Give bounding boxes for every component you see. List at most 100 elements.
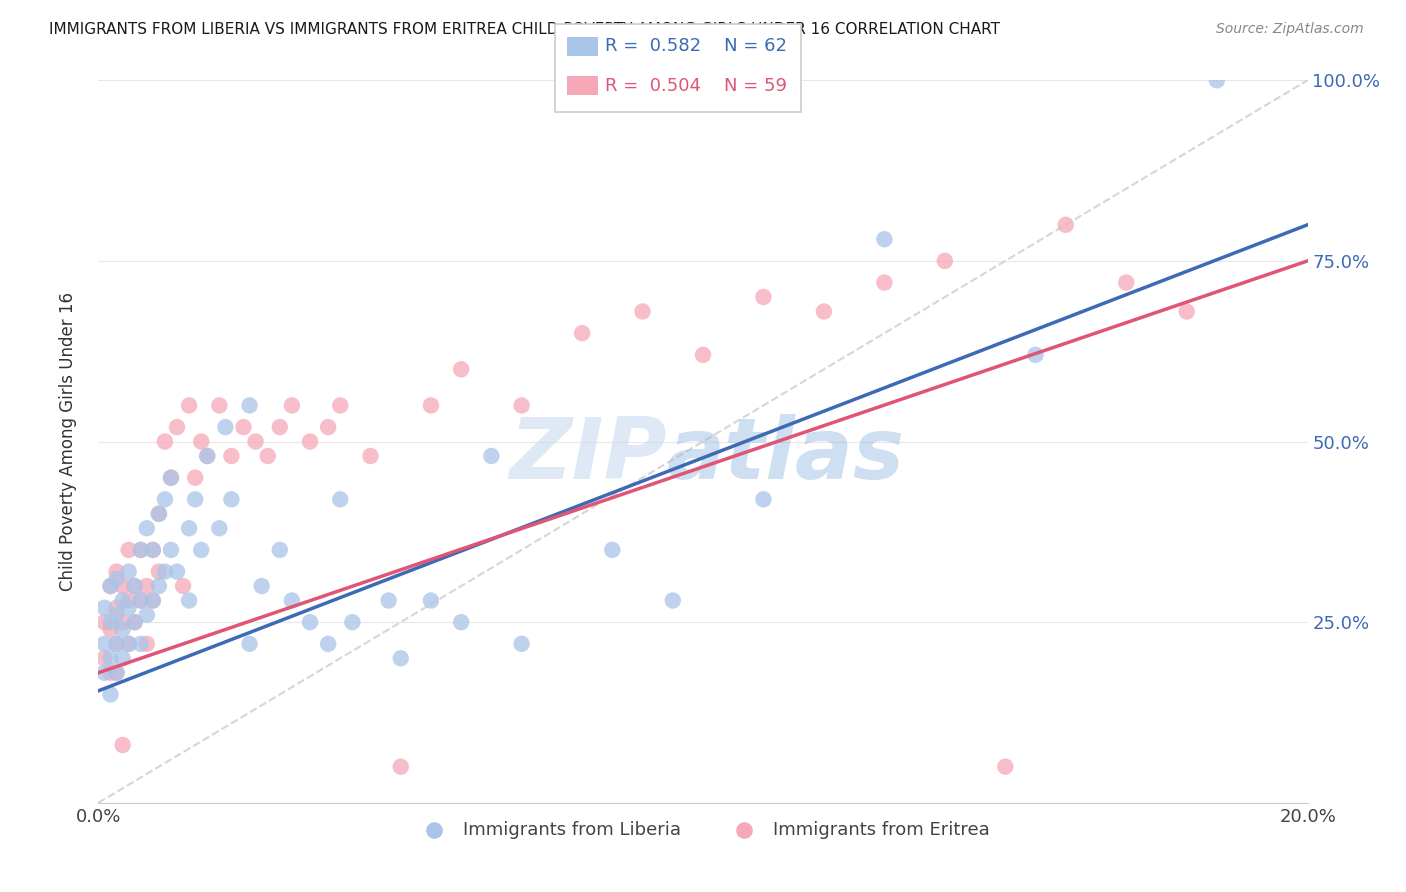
- Point: [111, 615, 134, 630]
- Point: [100, 615, 122, 630]
- Point: [105, 607, 128, 622]
- Point: [329, 492, 352, 507]
- Point: [93, 615, 115, 630]
- Point: [105, 665, 128, 680]
- Point: [1175, 304, 1198, 318]
- Point: [1054, 218, 1077, 232]
- Point: [153, 434, 176, 449]
- Point: [93, 651, 115, 665]
- Point: [166, 565, 188, 579]
- Point: [118, 565, 141, 579]
- Point: [111, 593, 134, 607]
- Point: [142, 542, 165, 557]
- Point: [250, 579, 273, 593]
- Point: [135, 637, 157, 651]
- Point: [450, 615, 472, 630]
- Point: [179, 593, 201, 607]
- Point: [100, 651, 122, 665]
- Point: [1115, 276, 1137, 290]
- Point: [105, 600, 128, 615]
- Point: [111, 651, 134, 665]
- Point: [160, 542, 183, 557]
- Point: [105, 572, 128, 586]
- Point: [135, 607, 157, 622]
- Point: [631, 304, 654, 318]
- Point: [124, 579, 146, 593]
- Text: atlas: atlas: [666, 415, 905, 498]
- Point: [813, 304, 835, 318]
- Point: [299, 615, 322, 630]
- Point: [752, 290, 775, 304]
- Point: [571, 326, 593, 340]
- Point: [129, 637, 152, 651]
- Point: [172, 579, 194, 593]
- Point: [142, 542, 165, 557]
- Point: [360, 449, 382, 463]
- Point: [184, 470, 207, 484]
- Point: [148, 507, 170, 521]
- Point: [1024, 348, 1046, 362]
- Point: [93, 637, 115, 651]
- Text: Source: ZipAtlas.com: Source: ZipAtlas.com: [1216, 22, 1364, 37]
- Point: [118, 542, 141, 557]
- Point: [129, 593, 152, 607]
- Point: [100, 623, 122, 637]
- Point: [148, 579, 170, 593]
- Point: [377, 593, 399, 607]
- Point: [1206, 73, 1229, 87]
- Point: [124, 579, 146, 593]
- Point: [129, 542, 152, 557]
- Text: ZIP: ZIP: [509, 415, 666, 498]
- Point: [105, 637, 128, 651]
- Point: [100, 687, 122, 701]
- Point: [179, 398, 201, 412]
- Point: [135, 579, 157, 593]
- Point: [142, 593, 165, 607]
- Point: [142, 593, 165, 607]
- Point: [232, 420, 254, 434]
- Legend: Immigrants from Liberia, Immigrants from Eritrea: Immigrants from Liberia, Immigrants from…: [409, 814, 997, 846]
- Point: [153, 492, 176, 507]
- Point: [269, 420, 291, 434]
- Point: [208, 521, 231, 535]
- Point: [329, 398, 352, 412]
- Point: [124, 615, 146, 630]
- Point: [111, 623, 134, 637]
- Point: [118, 593, 141, 607]
- Point: [118, 637, 141, 651]
- Point: [692, 348, 714, 362]
- Point: [118, 600, 141, 615]
- Point: [124, 615, 146, 630]
- Point: [994, 760, 1017, 774]
- Text: R =  0.504    N = 59: R = 0.504 N = 59: [605, 77, 786, 95]
- Point: [299, 434, 322, 449]
- Point: [105, 637, 128, 651]
- Point: [190, 542, 212, 557]
- Point: [420, 398, 443, 412]
- Text: IMMIGRANTS FROM LIBERIA VS IMMIGRANTS FROM ERITREA CHILD POVERTY AMONG GIRLS UND: IMMIGRANTS FROM LIBERIA VS IMMIGRANTS FR…: [49, 22, 1000, 37]
- Point: [481, 449, 503, 463]
- Point: [195, 449, 218, 463]
- Point: [148, 565, 170, 579]
- Point: [342, 615, 364, 630]
- Text: R =  0.582    N = 62: R = 0.582 N = 62: [605, 37, 786, 55]
- Point: [100, 579, 122, 593]
- Point: [153, 565, 176, 579]
- Point: [93, 665, 115, 680]
- Point: [105, 565, 128, 579]
- Point: [208, 398, 231, 412]
- Point: [450, 362, 472, 376]
- Point: [281, 593, 304, 607]
- Point: [148, 507, 170, 521]
- Point: [420, 593, 443, 607]
- Point: [934, 253, 956, 268]
- Point: [269, 542, 291, 557]
- Point: [873, 276, 896, 290]
- Y-axis label: Child Poverty Among Girls Under 16: Child Poverty Among Girls Under 16: [59, 292, 77, 591]
- Point: [752, 492, 775, 507]
- Point: [510, 637, 533, 651]
- Point: [105, 665, 128, 680]
- Point: [661, 593, 683, 607]
- Point: [129, 542, 152, 557]
- Point: [166, 420, 188, 434]
